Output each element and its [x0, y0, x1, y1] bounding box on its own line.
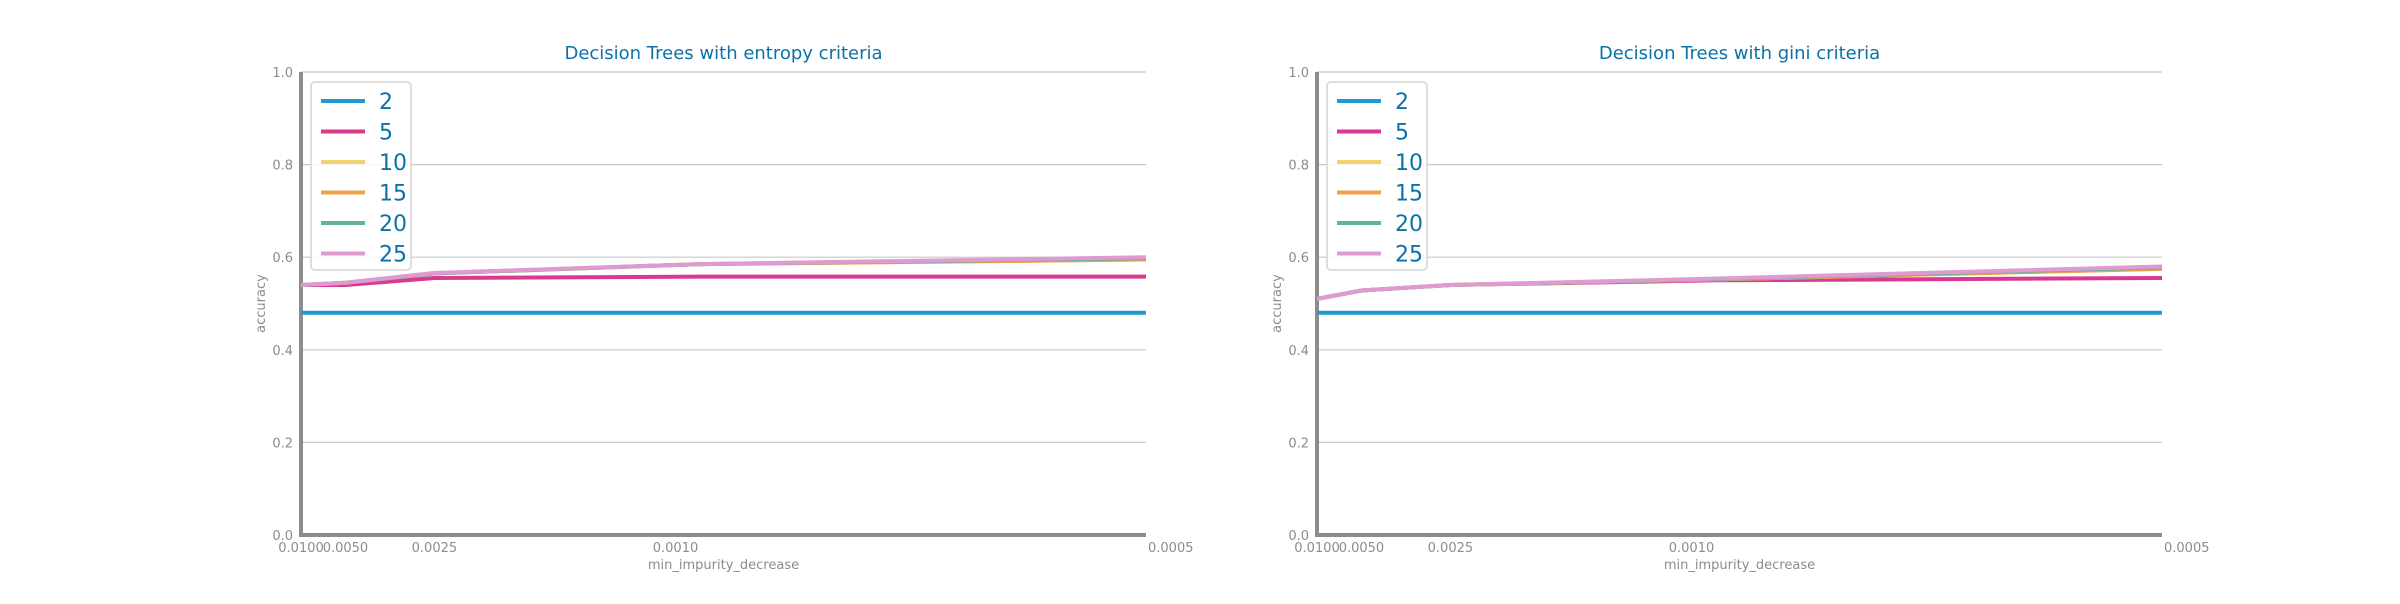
legend-label: 15	[379, 182, 407, 207]
series-line-5	[1316, 276, 2163, 301]
legend-label: 5	[379, 121, 393, 146]
legend-label: 25	[379, 243, 407, 268]
x-axis-label: min_impurity_decrease	[648, 558, 799, 573]
y-tick-label: 0.8	[1288, 159, 1309, 174]
chart-panel-2: Decision Trees with gini criteria 0.0 0.2 0…	[1270, 43, 2210, 573]
legend-label: 25	[1395, 243, 1423, 268]
chart-panel-1: Decision Trees with entropy criteria0.00…	[254, 43, 1194, 573]
x-tick-label: 0.0005	[1148, 541, 1194, 556]
x-tick-label: 0.0050	[323, 541, 369, 556]
y-tick-label: 0.6	[272, 251, 293, 266]
legend-label: 20	[379, 212, 407, 237]
legend-label: 10	[1395, 151, 1423, 176]
y-tick-label: 0.2	[1288, 436, 1309, 451]
x-tick-label: 0.0010	[653, 541, 699, 556]
legend-label: 2	[1395, 90, 1409, 115]
y-tick-label: 1.0	[1288, 66, 1309, 81]
y-tick-label: 0.8	[272, 159, 293, 174]
y-tick-label: 0.0	[1288, 529, 1309, 544]
y-axis-label: accuracy	[1270, 274, 1285, 333]
chart-title: Decision Trees with entropy criteria	[564, 43, 882, 64]
legend-label: 2	[379, 90, 393, 115]
y-tick-label: 0.4	[272, 344, 293, 359]
y-axis-label: accuracy	[254, 274, 269, 333]
x-tick-label: 0.0100	[1294, 541, 1340, 556]
legend-label: 15	[1395, 182, 1423, 207]
x-axis-label: min_impurity_decrease	[1664, 558, 1815, 573]
series-line-25	[1316, 264, 2163, 301]
series-line-25	[300, 255, 1147, 287]
x-tick-label: 0.0050	[1339, 541, 1385, 556]
y-tick-label: 0.6	[1288, 251, 1309, 266]
y-tick-label: 0.0	[272, 529, 293, 544]
legend-label: 5	[1395, 121, 1409, 146]
y-tick-label: 0.2	[272, 436, 293, 451]
chart-title: Decision Trees with gini criteria	[1599, 43, 1880, 64]
series-line-5	[301, 274, 1146, 287]
legend-label: 10	[379, 151, 407, 176]
series-line-20	[1316, 265, 2163, 301]
y-tick-label: 1.0	[272, 66, 293, 81]
x-tick-label: 0.0025	[1428, 541, 1474, 556]
x-tick-label: 0.0100	[278, 541, 324, 556]
legend-label: 20	[1395, 212, 1423, 237]
x-tick-label: 0.0005	[2164, 541, 2210, 556]
x-tick-label: 0.0025	[412, 541, 458, 556]
y-tick-label: 0.4	[1288, 344, 1309, 359]
x-tick-label: 0.0010	[1669, 541, 1715, 556]
